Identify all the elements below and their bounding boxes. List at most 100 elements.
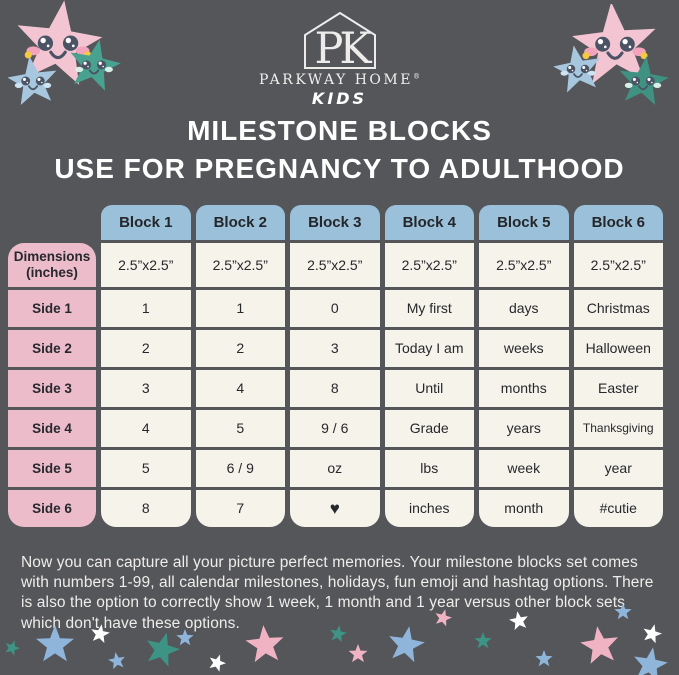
star-icon [91, 624, 110, 643]
brand-name-text: PARKWAY HOME [259, 72, 413, 88]
table-cell: year [573, 450, 663, 487]
column-header-block-2: Block 2 [195, 205, 285, 240]
star-icon [70, 39, 121, 91]
table-cell: Christmas [573, 290, 663, 327]
star-icon [330, 625, 347, 643]
table-cell: 0 [290, 290, 380, 327]
star-face [560, 64, 596, 78]
row-label-dimensions: Dimensions (inches) [8, 243, 96, 287]
brand-logo: PK PARKWAY HOME® KIDS [0, 12, 679, 108]
title-line-2: USE FOR PREGNANCY TO ADULTHOOD [54, 153, 625, 184]
table-cell: months [479, 370, 569, 407]
house-logo-icon: PK [303, 12, 376, 69]
star-cluster-top-left [7, 0, 121, 105]
table-cell: 2.5”x2.5” [101, 243, 191, 287]
table-cell: 2 [195, 330, 285, 367]
row-label-side-5: Side 5 [8, 450, 96, 487]
table-cell: 2.5”x2.5” [384, 243, 474, 287]
table-cell: 2.5”x2.5” [195, 243, 285, 287]
star-icon [572, 4, 656, 84]
table-cell: month [479, 490, 569, 527]
table-cell: 2 [101, 330, 191, 367]
table-cell: Halloween [573, 330, 663, 367]
table-cell: 8 [101, 490, 191, 527]
star-icon [7, 56, 57, 105]
star-icon [553, 45, 601, 93]
table-cell: 7 [195, 490, 285, 527]
table-cell: inches [384, 490, 474, 527]
row-label-side-6: Side 6 [8, 490, 96, 527]
table-cell: 2.5”x2.5” [479, 243, 569, 287]
star-icon [108, 652, 125, 670]
table-cell: 3 [290, 330, 380, 367]
table-cell: 6 / 9 [195, 450, 285, 487]
star-face [624, 76, 662, 91]
star-icon [643, 624, 662, 644]
table-cell: days [479, 290, 569, 327]
product-description: Now you can capture all your picture per… [21, 553, 654, 632]
table-cell: 4 [101, 410, 191, 447]
milestone-blocks-table: Block 1 Block 2 Block 3 Block 4 Block 5 … [8, 205, 663, 527]
table-cell: oz [290, 450, 380, 487]
logo-monogram: PK [314, 24, 372, 69]
column-header-block-4: Block 4 [384, 205, 474, 240]
star-icon [389, 626, 425, 663]
column-header-block-6: Block 6 [573, 205, 663, 240]
table-cell: 8 [290, 370, 380, 407]
table-cell: 5 [101, 450, 191, 487]
table-cell-heart-icon: ♥ [290, 490, 380, 527]
table-cell: Today I am [384, 330, 474, 367]
star-icon [634, 647, 668, 675]
row-label-side-2: Side 2 [8, 330, 96, 367]
star-icon [580, 626, 618, 664]
table-cell: Until [384, 370, 474, 407]
star-icon [17, 0, 103, 85]
table-cell: 2.5”x2.5” [290, 243, 380, 287]
row-label-side-1: Side 1 [8, 290, 96, 327]
table-corner [8, 205, 96, 240]
table-cell: week [479, 450, 569, 487]
row-label-side-3: Side 3 [8, 370, 96, 407]
star-icon [245, 625, 284, 663]
row-label-side-4: Side 4 [8, 410, 96, 447]
star-face [75, 60, 113, 75]
page-title: MILESTONE BLOCKS USE FOR PREGNANCY TO AD… [0, 112, 679, 188]
registered-mark: ® [412, 72, 420, 81]
table-cell: lbs [384, 450, 474, 487]
title-line-1: MILESTONE BLOCKS [187, 115, 492, 146]
table-cell: 9 / 6 [290, 410, 380, 447]
table-cell: 5 [195, 410, 285, 447]
column-header-block-1: Block 1 [101, 205, 191, 240]
table-cell: Thanksgiving [573, 410, 663, 447]
column-header-block-5: Block 5 [479, 205, 569, 240]
star-face [582, 36, 648, 60]
table-cell: 1 [101, 290, 191, 327]
star-icon [348, 644, 368, 663]
table-cell: Grade [384, 410, 474, 447]
bottom-star-border [5, 605, 668, 675]
star-icon [535, 650, 553, 667]
star-icon [614, 605, 632, 620]
star-icon [146, 632, 180, 667]
star-face [14, 76, 52, 91]
star-icon [36, 625, 74, 662]
table-cell: years [479, 410, 569, 447]
table-cell: 1 [195, 290, 285, 327]
brand-name: PARKWAY HOME® [0, 72, 679, 88]
table-cell: 2.5”x2.5” [573, 243, 663, 287]
table-cell: 3 [101, 370, 191, 407]
star-cluster-top-right [553, 4, 669, 105]
star-icon [435, 609, 452, 627]
table-cell: 4 [195, 370, 285, 407]
table-cell: Easter [573, 370, 663, 407]
table-cell: #cutie [573, 490, 663, 527]
star-icon [619, 56, 669, 105]
house-outline [303, 12, 376, 69]
star-icon [5, 640, 21, 656]
star-icon [474, 632, 492, 649]
table-cell: weeks [479, 330, 569, 367]
column-header-block-3: Block 3 [290, 205, 380, 240]
star-icon [176, 629, 194, 646]
star-icon [209, 654, 226, 672]
